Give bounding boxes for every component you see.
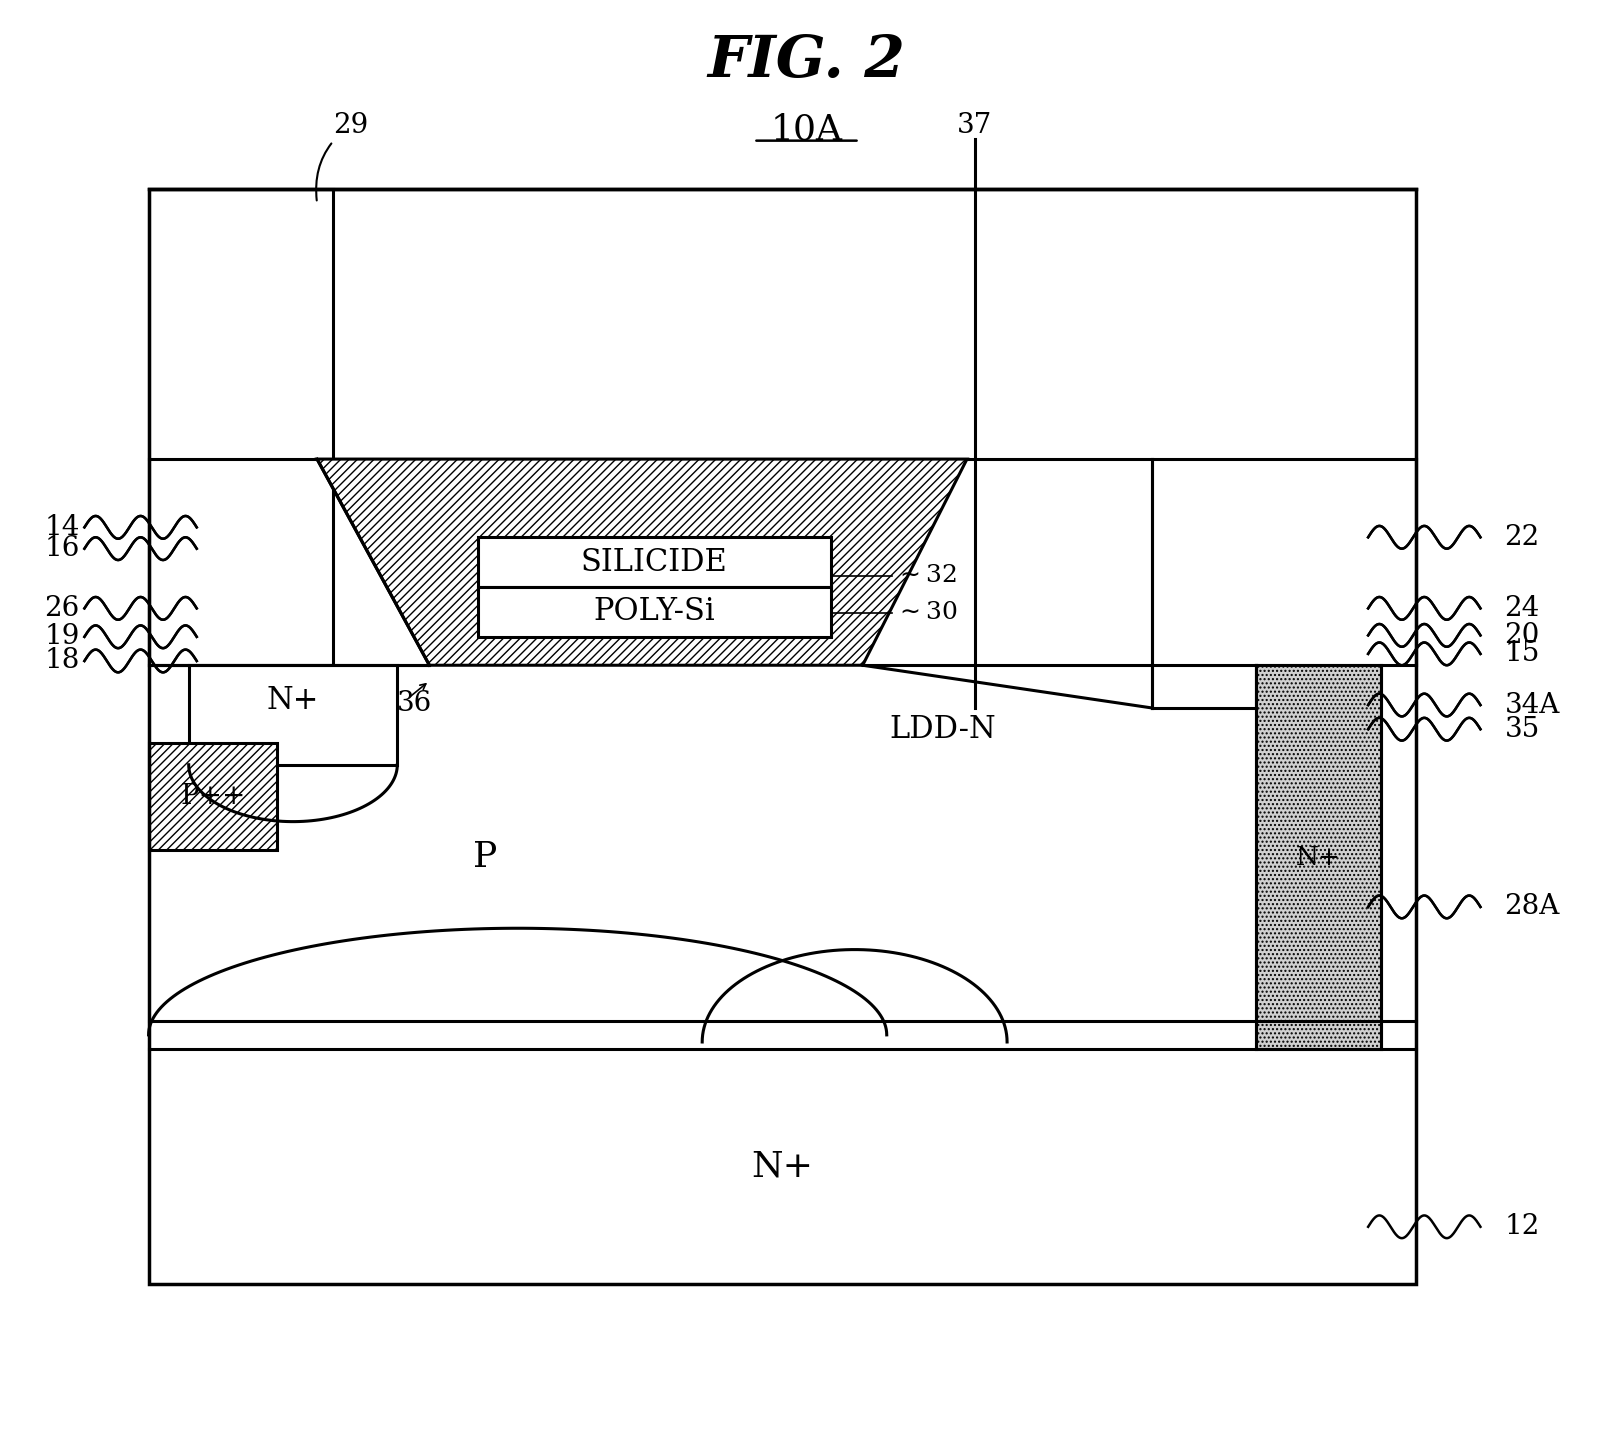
Text: 29: 29 — [316, 112, 368, 200]
Text: 18: 18 — [44, 648, 79, 675]
Text: N+: N+ — [752, 1150, 813, 1184]
Polygon shape — [863, 459, 1152, 708]
Text: N+: N+ — [1295, 845, 1340, 869]
Text: 22: 22 — [1505, 523, 1540, 551]
Polygon shape — [148, 459, 429, 665]
Text: 20: 20 — [1505, 622, 1540, 649]
Text: 26: 26 — [44, 595, 79, 622]
Polygon shape — [148, 189, 1416, 459]
Text: 36: 36 — [397, 691, 432, 716]
Polygon shape — [1257, 665, 1381, 1050]
Polygon shape — [477, 538, 831, 588]
Text: 10A: 10A — [771, 113, 842, 146]
Text: 35: 35 — [1505, 716, 1540, 742]
Text: FIG. 2: FIG. 2 — [708, 33, 905, 89]
Text: 19: 19 — [44, 623, 79, 651]
Polygon shape — [189, 665, 397, 765]
Text: 24: 24 — [1505, 595, 1540, 622]
Polygon shape — [148, 665, 1416, 1050]
Polygon shape — [863, 459, 1416, 708]
Text: POLY-Si: POLY-Si — [594, 596, 715, 628]
Text: 37: 37 — [957, 112, 992, 139]
Text: P++: P++ — [181, 784, 245, 811]
Polygon shape — [148, 189, 334, 665]
Text: 34A: 34A — [1505, 692, 1560, 718]
Text: P: P — [474, 841, 498, 874]
Text: 15: 15 — [1505, 641, 1540, 668]
Polygon shape — [148, 1050, 1416, 1284]
Text: N+: N+ — [266, 685, 319, 716]
Polygon shape — [148, 189, 1416, 1284]
Polygon shape — [148, 744, 277, 849]
Polygon shape — [1152, 459, 1416, 665]
Polygon shape — [1152, 665, 1257, 708]
Text: $\sim$30: $\sim$30 — [895, 601, 958, 623]
Text: SILICIDE: SILICIDE — [581, 546, 727, 578]
Text: $\sim$32: $\sim$32 — [895, 565, 957, 588]
Text: 14: 14 — [44, 513, 79, 541]
Text: 16: 16 — [44, 535, 79, 562]
Text: 28A: 28A — [1505, 894, 1560, 921]
Polygon shape — [477, 588, 831, 636]
Text: 12: 12 — [1505, 1213, 1540, 1240]
Polygon shape — [318, 459, 966, 665]
Text: LDD-N: LDD-N — [889, 714, 997, 745]
